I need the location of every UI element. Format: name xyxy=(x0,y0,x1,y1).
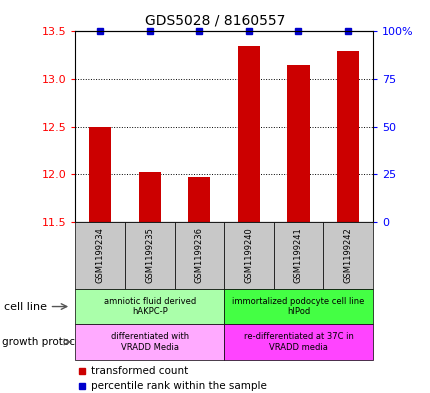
Bar xyxy=(287,65,309,222)
Bar xyxy=(89,127,111,222)
Text: re-differentiated at 37C in
VRADD media: re-differentiated at 37C in VRADD media xyxy=(243,332,353,352)
Bar xyxy=(336,50,358,222)
Text: GSM1199236: GSM1199236 xyxy=(194,228,203,283)
Bar xyxy=(188,177,210,222)
Bar xyxy=(138,173,160,222)
Text: GDS5028 / 8160557: GDS5028 / 8160557 xyxy=(145,14,285,28)
Text: cell line: cell line xyxy=(4,301,47,312)
Text: GSM1199240: GSM1199240 xyxy=(244,228,253,283)
Text: GSM1199242: GSM1199242 xyxy=(343,228,352,283)
Text: growth protocol: growth protocol xyxy=(2,337,84,347)
Text: differentiated with
VRADD Media: differentiated with VRADD Media xyxy=(111,332,188,352)
Text: GSM1199241: GSM1199241 xyxy=(293,228,302,283)
Text: GSM1199234: GSM1199234 xyxy=(95,228,104,283)
Text: immortalized podocyte cell line
hIPod: immortalized podocyte cell line hIPod xyxy=(232,297,364,316)
Text: amniotic fluid derived
hAKPC-P: amniotic fluid derived hAKPC-P xyxy=(103,297,196,316)
Bar xyxy=(237,46,259,222)
Text: transformed count: transformed count xyxy=(90,366,187,376)
Text: GSM1199235: GSM1199235 xyxy=(145,228,154,283)
Text: percentile rank within the sample: percentile rank within the sample xyxy=(90,381,266,391)
